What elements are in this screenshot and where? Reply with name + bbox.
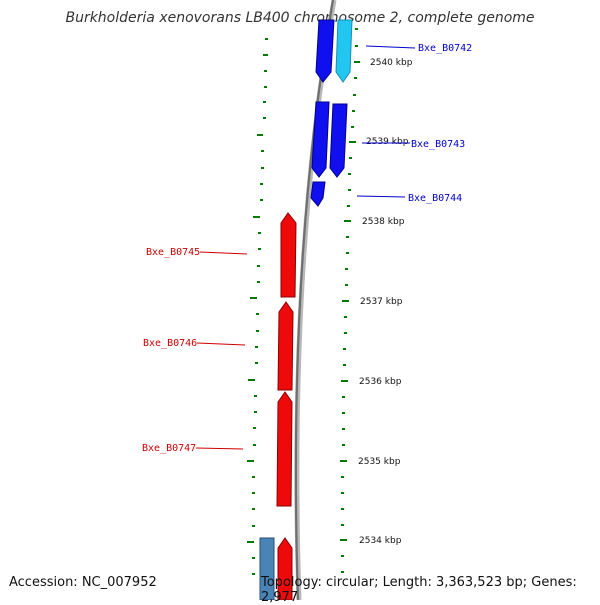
scale-label-2536: 2536 kbp (359, 377, 402, 387)
backbone-shadow (294, 0, 337, 600)
gene-bxe-b0745-arrow[interactable] (280, 212, 297, 298)
leader-bxe-b0745 (199, 251, 248, 255)
label-bxe-b0745[interactable]: Bxe_B0745 (146, 247, 200, 258)
gene-bxe-b0744-arrow[interactable] (310, 181, 326, 207)
scale-label-2537: 2537 kbp (360, 297, 403, 307)
gene-bottom-red-arrow[interactable] (277, 537, 293, 600)
leader-bxe-b0747 (195, 447, 244, 450)
label-bxe-b0746[interactable]: Bxe_B0746 (143, 338, 197, 349)
label-bxe-b0744[interactable]: Bxe_B0744 (408, 193, 462, 204)
label-bxe-b0747[interactable]: Bxe_B0747 (142, 443, 196, 454)
topology-text: Topology: circular; Length: 3,363,523 bp… (261, 575, 577, 605)
gene-bxe-b0743-block-a[interactable] (311, 101, 330, 178)
leader-bxe-b0742 (365, 45, 416, 49)
label-bxe-b0742[interactable]: Bxe_B0742 (418, 43, 472, 54)
scale-label-2535: 2535 kbp (358, 457, 401, 467)
accession-text: Accession: NC_007952 (9, 575, 157, 590)
gene-bxe-b0743-block-b[interactable] (329, 103, 348, 178)
scale-label-2538: 2538 kbp (362, 217, 405, 227)
outer-tick-column (340, 28, 360, 573)
scale-label-2539: 2539 kbp (366, 137, 409, 147)
reverse-strand-genes (259, 212, 297, 600)
gene-bottom-steelblue[interactable] (259, 537, 275, 600)
scale-label-2534: 2534 kbp (359, 536, 402, 546)
gene-bxe-b0746-arrow[interactable] (277, 301, 294, 391)
reverse-gene-labels: Bxe_B0745 Bxe_B0746 Bxe_B0747 (142, 247, 248, 454)
gene-bxe-b0742-block-b[interactable] (335, 19, 353, 83)
forward-strand-genes (310, 19, 353, 207)
gene-bxe-b0742-block-a[interactable] (315, 19, 335, 83)
label-bxe-b0743[interactable]: Bxe_B0743 (411, 139, 465, 150)
scale-labels: 2540 kbp 2539 kbp 2538 kbp 2537 kbp 2536… (358, 58, 413, 546)
scale-label-2540: 2540 kbp (370, 58, 413, 68)
leader-bxe-b0744 (356, 195, 406, 198)
gene-bxe-b0747-arrow[interactable] (276, 391, 293, 507)
inner-tick-column (247, 38, 268, 575)
leader-bxe-b0746 (196, 342, 246, 346)
forward-gene-labels: Bxe_B0742 Bxe_B0743 Bxe_B0744 (356, 43, 472, 204)
map-title: Burkholderia xenovorans LB400 chromosome… (65, 10, 535, 26)
